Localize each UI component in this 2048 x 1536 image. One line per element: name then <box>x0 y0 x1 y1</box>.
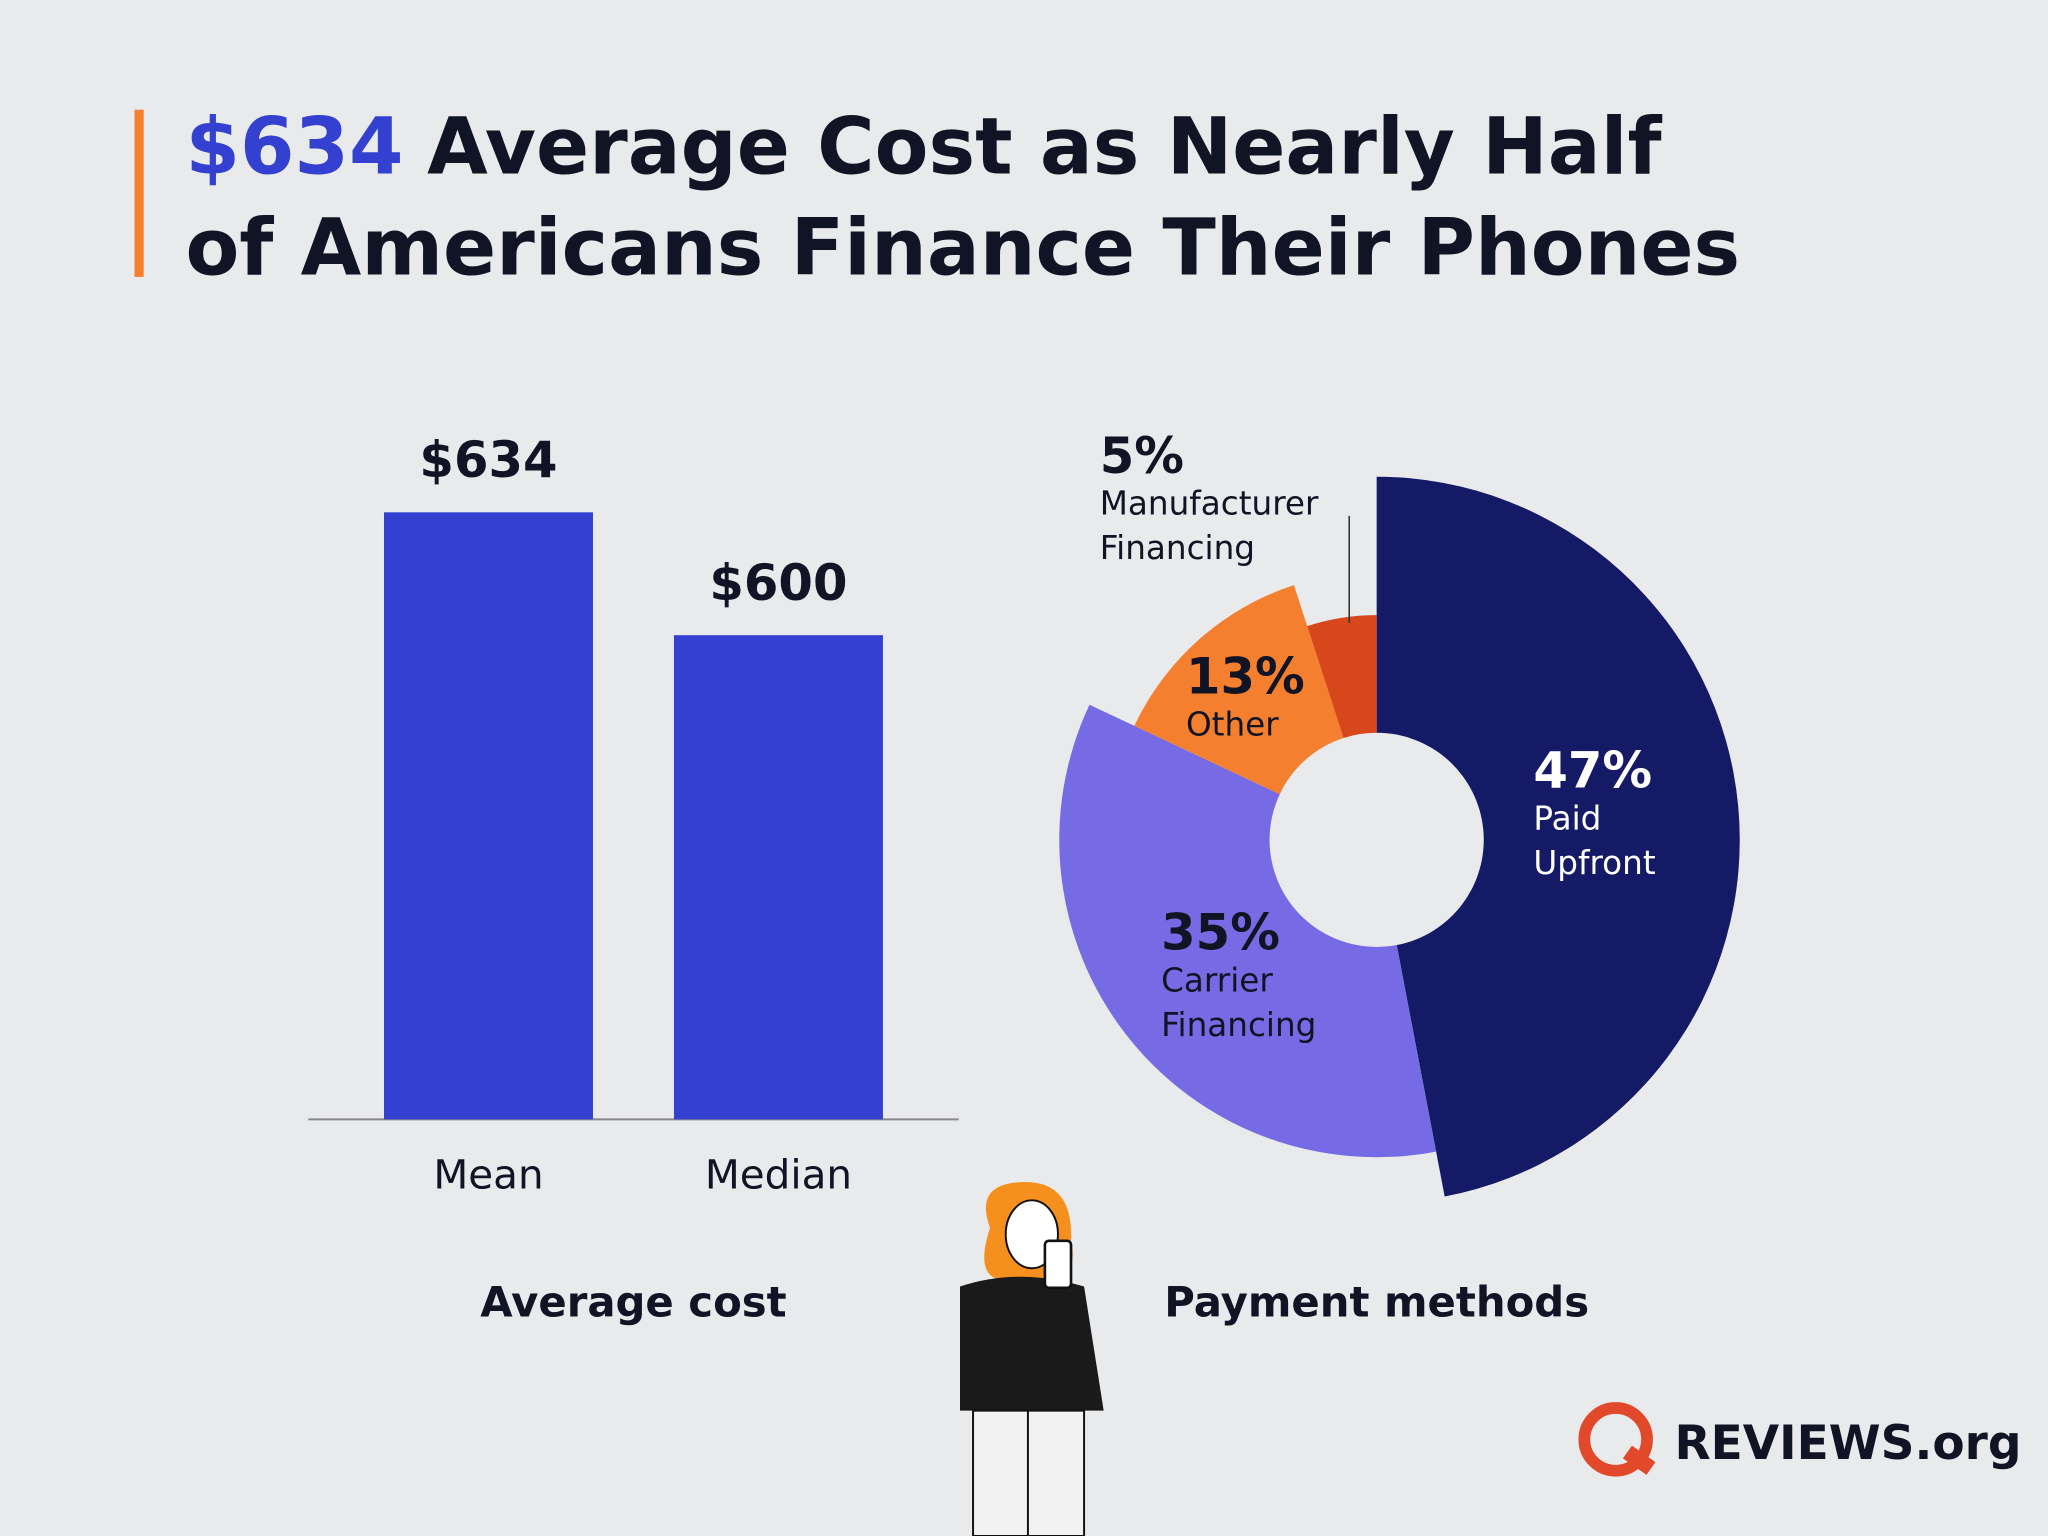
bar <box>673 635 883 1120</box>
title-line: Average Cost as Nearly Half <box>427 102 1662 193</box>
logo-text: REVIEWS.org <box>1674 1416 2021 1471</box>
slice-label: Manufacturer Financing <box>1100 485 1329 567</box>
value-label: 35% <box>1161 904 1280 962</box>
slice-label: Carrier Financing <box>1161 961 1316 1043</box>
pie-slice <box>1059 704 1437 1158</box>
value-label: $634 <box>419 431 557 489</box>
bar <box>384 512 593 1120</box>
value-label: 5% <box>1100 427 1184 485</box>
slice-label: Other <box>1186 705 1279 743</box>
pie-slice <box>1134 585 1344 795</box>
title-highlight: $634 <box>185 102 403 193</box>
chart-caption: Payment methods <box>1164 1278 1589 1327</box>
pie-slice <box>1376 476 1740 1197</box>
value-label: $600 <box>709 554 847 612</box>
chart-caption: Average cost <box>480 1278 786 1327</box>
value-label: 47% <box>1533 742 1652 800</box>
illustration <box>960 1182 1104 1536</box>
title-line: of Americans Finance Their Phones <box>185 202 1740 293</box>
x-tick-label: Median <box>705 1151 852 1199</box>
value-label: 13% <box>1186 648 1305 706</box>
title-accent <box>134 109 144 277</box>
slice-label: Paid Upfront <box>1533 799 1655 881</box>
x-tick-label: Mean <box>433 1151 543 1199</box>
chart-title: $634 Average Cost as Nearly Half <box>185 102 1662 193</box>
logo: REVIEWS.org <box>1578 1402 2021 1477</box>
pie-slice <box>1307 615 1377 738</box>
